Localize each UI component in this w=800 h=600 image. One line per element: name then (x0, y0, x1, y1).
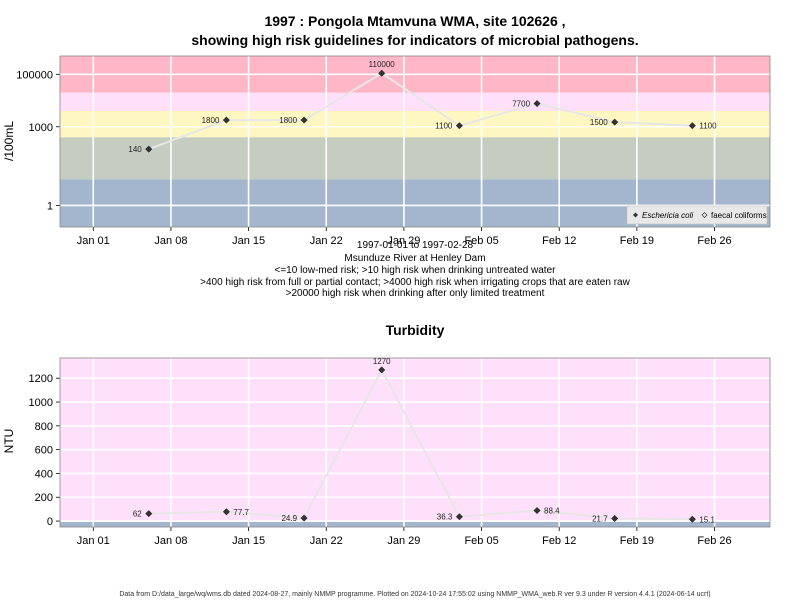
x-tick-label: Jan 15 (232, 535, 265, 547)
data-point (145, 145, 153, 153)
y-tick-label: 400 (35, 468, 53, 480)
risk-band-3 (60, 92, 770, 111)
x-tick-label: Feb 19 (620, 535, 654, 547)
data-point (300, 116, 308, 124)
data-label: 62 (133, 510, 142, 519)
y-tick-label: 100000 (16, 69, 53, 81)
legend-box (626, 205, 768, 225)
chart1-subtitle-guideline-1: <=10 low-med risk; >10 high risk when dr… (275, 265, 557, 276)
risk-band-0 (60, 521, 770, 527)
plot-frame (59, 55, 771, 228)
data-label: 36.3 (437, 513, 453, 522)
x-tick-label: Feb 05 (464, 235, 498, 247)
data-point (688, 122, 696, 130)
x-tick-label: Jan 01 (77, 535, 110, 547)
footer-note: Data from D:/data_large/wq/wms.db dated … (119, 591, 710, 598)
data-label: 110000 (369, 60, 396, 69)
y-tick-label: 200 (35, 492, 53, 504)
data-label: 15.1 (699, 515, 715, 524)
data-label: 77.7 (233, 508, 249, 517)
data-label: 88.4 (544, 507, 560, 516)
x-tick-label: Feb 12 (542, 235, 576, 247)
x-tick-label: Jan 22 (310, 235, 343, 247)
data-label: 1270 (373, 357, 391, 366)
data-point (533, 506, 541, 515)
x-tick-label: Jan 22 (310, 535, 343, 547)
turbidity-plot-panel: Jan 01 Jan 08 Jan 15 Jan 22 Jan 29 Feb 05 Feb … (29, 357, 771, 547)
y-tick-label: 1200 (29, 373, 53, 385)
x-tick-label: Feb 26 (697, 235, 731, 247)
chart1-subtitle-date-range: 1997-01-01 to 1997-02-28 (357, 240, 474, 251)
data-point (455, 513, 463, 521)
data-point (533, 99, 541, 108)
chart1-title-line2: showing high risk guidelines for indicat… (191, 32, 638, 48)
x-tick-label: Feb 26 (697, 535, 731, 547)
series-line (148, 72, 693, 151)
x-tick-label: Jan 08 (154, 535, 187, 547)
x-tick-label: Feb 05 (464, 535, 498, 547)
data-label: 1100 (699, 122, 717, 131)
chart1-legend: Eschericia coli faecal coliforms (626, 205, 768, 225)
data-label: 1800 (202, 116, 220, 125)
microbial-plot-panel: Jan 01 Jan 08 Jan 15 Jan 22 Jan 29 Feb 05 Feb … (16, 55, 771, 247)
data-point (300, 514, 308, 522)
y-tick-label: 0 (47, 516, 53, 528)
chart1-subtitle-site: Msunduze River at Henley Dam (344, 253, 485, 264)
x-tick-label: Feb 19 (620, 235, 654, 247)
data-point (378, 366, 386, 374)
data-label: 1500 (590, 118, 608, 127)
y-tick-label: 1000 (29, 122, 53, 134)
data-label: 24.9 (281, 514, 297, 523)
chart1-subtitle-guideline-3: >20000 high risk when drinking after onl… (286, 288, 545, 299)
x-tick-label: Jan 01 (77, 235, 110, 247)
data-point (222, 116, 230, 124)
data-point (611, 514, 619, 523)
plot-frame (59, 357, 771, 528)
y-tick-label: 1000 (29, 397, 53, 409)
data-point (378, 69, 386, 77)
legend-faecal-label: faecal coliforms (711, 211, 767, 220)
data-point (222, 508, 230, 516)
legend-ecoli-marker (633, 212, 638, 218)
y-tick-label: 800 (35, 421, 53, 433)
legend-faecal-marker (701, 212, 708, 218)
data-label: 1100 (435, 122, 453, 131)
data-label: 1800 (279, 116, 297, 125)
x-tick-label: Jan 29 (387, 235, 420, 247)
x-tick-label: Jan 29 (387, 535, 420, 547)
data-point (688, 515, 696, 523)
x-tick-label: Jan 08 (154, 235, 187, 247)
risk-band-1 (60, 358, 770, 522)
data-label: 7700 (512, 100, 530, 109)
data-point (455, 122, 463, 130)
data-point (611, 118, 619, 126)
y-tick-label: 1 (47, 200, 53, 212)
chart1-y-axis-label: /100mL (2, 121, 16, 161)
x-tick-label: Feb 12 (542, 535, 576, 547)
series-line (148, 367, 693, 521)
chart2-title: Turbidity (386, 322, 445, 338)
data-label: 21.7 (592, 514, 608, 523)
risk-band-1 (60, 137, 770, 180)
legend-ecoli-label: Eschericia coli (642, 211, 693, 220)
chart1-subtitle-guideline-2: >400 high risk from full or partial cont… (200, 277, 630, 288)
data-point (145, 510, 153, 518)
chart2-y-axis-label: NTU (2, 429, 16, 454)
y-tick-label: 600 (35, 445, 53, 457)
chart1-title-line1: 1997 : Pongola Mtamvuna WMA, site 102626… (264, 13, 565, 29)
data-label: 140 (128, 145, 142, 154)
x-tick-label: Jan 15 (232, 235, 265, 247)
